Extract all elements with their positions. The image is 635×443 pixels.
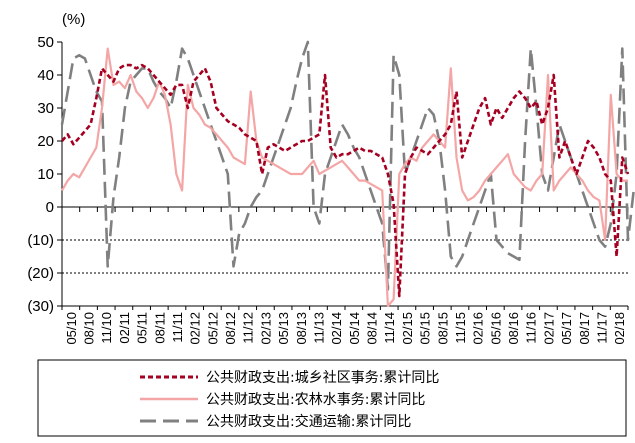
series-line-3 xyxy=(60,40,635,291)
x-tick-label: 05/11 xyxy=(135,312,150,344)
x-tick-label: 11/10 xyxy=(99,312,114,344)
x-tick-label: 05/14 xyxy=(347,312,362,345)
series-layer xyxy=(60,40,635,308)
x-tick-label: 02/18 xyxy=(612,312,627,345)
x-tick-label: 08/16 xyxy=(506,312,521,345)
x-tick-label: 11/14 xyxy=(382,312,397,344)
y-tick-label: 50 xyxy=(37,34,54,51)
y-tick-label: 20 xyxy=(37,133,54,150)
x-tick-label: 08/17 xyxy=(577,312,592,345)
y-tick-label: 40 xyxy=(37,67,54,84)
x-tick-label: 02/16 xyxy=(471,312,486,345)
x-tick-label: 11/12 xyxy=(241,312,256,344)
x-tick-label: 02/13 xyxy=(258,312,273,345)
x-tick-label: 08/10 xyxy=(82,312,97,345)
legend-label-2: 公共财政支出:农林水事务:累计同比 xyxy=(206,392,425,408)
y-tick-label: 30 xyxy=(37,100,54,117)
x-tick-label: 11/15 xyxy=(453,312,468,344)
x-tick-label: 02/17 xyxy=(541,312,556,345)
x-tick-label: 02/14 xyxy=(329,312,344,345)
x-tick-label: 02/11 xyxy=(117,312,132,344)
legend: 公共财政支出:城乡社区事务:累计同比公共财政支出:农林水事务:累计同比公共财政支… xyxy=(37,359,627,437)
x-tick-label: 05/13 xyxy=(276,312,291,345)
y-tick-label: (20) xyxy=(27,265,54,282)
x-tick-label: 05/15 xyxy=(418,312,433,345)
series-line-1 xyxy=(61,63,630,298)
x-tick-label: 08/15 xyxy=(435,312,450,345)
x-tick-label: 11/16 xyxy=(524,312,539,344)
x-tick-label: 08/14 xyxy=(365,312,380,345)
x-tick-label: 08/12 xyxy=(223,312,238,345)
x-tick-label: 11/13 xyxy=(311,312,326,344)
y-tick-label: (30) xyxy=(27,298,54,315)
x-tick-label: 02/12 xyxy=(188,312,203,345)
x-tick-label: 05/16 xyxy=(488,312,503,345)
x-tick-label: 08/13 xyxy=(294,312,309,345)
y-tick-label: 10 xyxy=(37,166,54,183)
x-tick-label: 08/11 xyxy=(152,312,167,344)
x-tick-label: 02/15 xyxy=(400,312,415,345)
x-tick-label: 05/17 xyxy=(559,312,574,345)
x-tick-label: 11/17 xyxy=(594,312,609,344)
legend-label-1: 公共财政支出:城乡社区事务:累计同比 xyxy=(206,370,439,386)
y-tick-label: 0 xyxy=(46,199,54,216)
y-axis-unit-label: (%) xyxy=(62,11,85,28)
series-line-2 xyxy=(61,47,628,308)
legend-box xyxy=(37,359,627,437)
x-tick-label: 05/10 xyxy=(64,312,79,345)
legend-label-3: 公共财政支出:交通运输:累计同比 xyxy=(206,413,411,430)
x-tick-label: 05/12 xyxy=(205,312,220,345)
y-tick-label: (10) xyxy=(27,232,54,249)
x-tick-label: 11/11 xyxy=(170,312,185,343)
